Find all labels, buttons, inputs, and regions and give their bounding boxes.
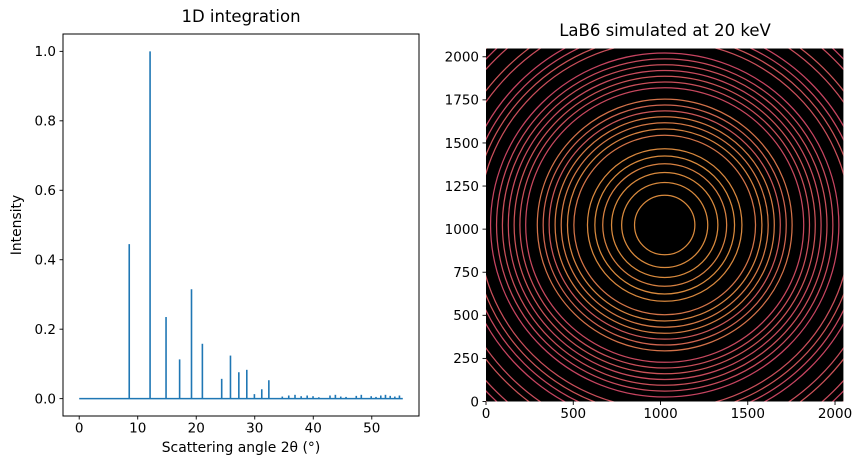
y-tick-label: 1000 [445, 222, 479, 238]
x-tick-label: 30 [246, 421, 263, 437]
debye-ring [602, 163, 728, 287]
debye-ring [594, 155, 736, 295]
debye-ring [489, 52, 840, 398]
debye-ring [542, 104, 787, 346]
debye-ring [536, 98, 793, 352]
y-tick-label: 500 [453, 308, 479, 324]
debye-ring [501, 64, 828, 386]
x-tick-label: 0 [482, 406, 491, 422]
debye-ring [586, 148, 743, 302]
y-tick-label: 0.4 [35, 253, 56, 269]
panel-2d-detector-image: 0 500 1000 1500 2000 0 250 500 750 1000 1250 1500 17… [445, 48, 852, 422]
y-tick-label: 1750 [445, 93, 479, 109]
plot-border-1d [62, 33, 420, 417]
x-tick-label: 40 [305, 421, 322, 437]
debye-ring [507, 69, 822, 381]
x-tick-label: 50 [363, 421, 380, 437]
debye-ring [566, 128, 763, 322]
debye-ring [610, 171, 719, 279]
debye-ring [548, 110, 781, 340]
y-tick-label: 0.2 [35, 322, 56, 338]
x-tick-label: 1000 [643, 406, 677, 422]
rings-group [486, 48, 844, 402]
y-tick-label: 0.8 [35, 114, 56, 130]
y-tick-label: 1250 [445, 179, 479, 195]
y-tick-label: 250 [453, 351, 479, 367]
y-tick-label: 1500 [445, 136, 479, 152]
detector-image-background [486, 48, 844, 402]
y-tick-label: 1.0 [35, 44, 56, 60]
x-tick-label: 10 [129, 421, 146, 437]
x-tick-label: 2000 [818, 406, 852, 422]
x-tick-label: 500 [560, 406, 586, 422]
debye-ring [554, 116, 775, 334]
y-tick-label: 0.6 [35, 183, 56, 199]
x-tick-label: 1500 [731, 406, 765, 422]
chart-title-1d-integration: 1D integration [181, 7, 301, 26]
debye-ring [495, 58, 834, 392]
debye-ring [633, 194, 696, 256]
debye-ring [560, 122, 769, 328]
debye-ring [513, 75, 816, 375]
debye-ring [621, 181, 709, 269]
x-tick-label: 20 [188, 421, 205, 437]
debye-ring [525, 87, 805, 363]
debye-ring [519, 81, 811, 369]
y-tick-label: 0.0 [35, 391, 56, 407]
debye-ring [573, 134, 757, 316]
panel-1d-integration: 0 10 20 30 40 50 0.0 0.2 0.4 0.6 0.8 1.0 [35, 33, 420, 437]
x-axis-label-scattering-angle: Scattering angle 2θ (°) [161, 440, 321, 456]
y-tick-label: 0 [470, 394, 479, 410]
x-tick-label: 0 [75, 421, 84, 437]
y-tick-label: 2000 [445, 50, 479, 66]
chart-title-lab6-simulated: LaB6 simulated at 20 keV [559, 21, 771, 40]
y-tick-label: 750 [453, 265, 479, 281]
y-axis-label-intensity: Intensity [9, 194, 25, 256]
